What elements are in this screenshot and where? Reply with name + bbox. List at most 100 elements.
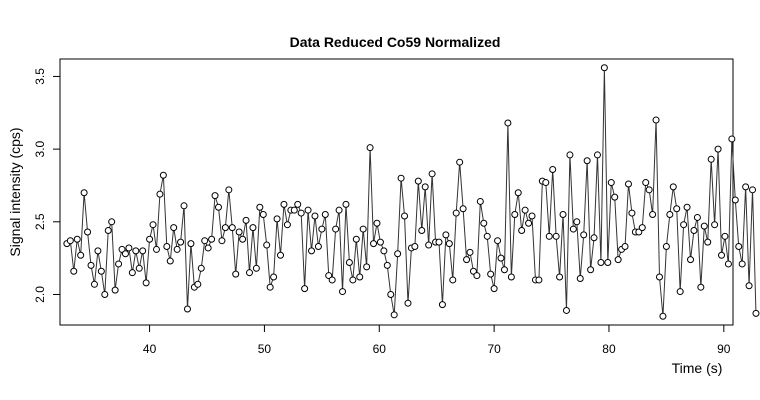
x-axis: 40 50 60 70 80 90	[143, 324, 731, 356]
data-point	[294, 200, 302, 208]
data-point	[576, 274, 584, 282]
x-tick-label: 70	[487, 342, 501, 356]
data-point	[428, 170, 436, 178]
data-point	[163, 243, 171, 251]
data-point	[459, 205, 467, 213]
data-point	[266, 283, 274, 291]
data-point	[180, 202, 188, 210]
data-point	[749, 186, 757, 194]
chart-title: Data Reduced Co59 Normalized	[290, 34, 501, 50]
data-point	[225, 186, 233, 194]
data-point	[170, 224, 178, 232]
data-point	[73, 235, 81, 243]
data-point	[562, 306, 570, 314]
data-point	[183, 305, 191, 313]
data-point	[159, 171, 167, 179]
data-point	[218, 237, 226, 245]
data-point	[214, 203, 222, 211]
data-point	[94, 247, 102, 255]
data-point	[507, 273, 515, 281]
data-point	[473, 272, 481, 280]
data-point	[490, 285, 498, 293]
data-point	[687, 256, 695, 264]
data-point	[518, 227, 526, 235]
data-point	[649, 211, 657, 219]
y-axis: 2.0 2.5 3.0 3.5	[33, 68, 61, 303]
data-point	[714, 145, 722, 153]
data-point	[273, 215, 281, 223]
data-point	[628, 209, 636, 217]
data-point	[597, 259, 605, 266]
data-point	[383, 261, 391, 269]
data-point	[456, 158, 464, 166]
data-point	[449, 276, 457, 284]
data-point	[194, 280, 202, 288]
data-point	[149, 221, 157, 229]
data-point	[735, 243, 743, 251]
data-point	[583, 157, 591, 165]
data-point	[87, 261, 95, 269]
y-tick-label: 3.5	[33, 68, 47, 85]
data-point	[659, 312, 667, 320]
data-point	[252, 264, 260, 272]
data-point	[228, 224, 236, 232]
data-point	[549, 165, 557, 173]
data-point	[277, 251, 285, 259]
data-point	[156, 190, 164, 198]
data-point	[345, 259, 353, 266]
data-point	[308, 247, 316, 255]
data-point	[528, 212, 536, 220]
data-point	[731, 196, 739, 204]
data-point	[418, 227, 426, 235]
data-point	[438, 301, 446, 309]
data-point	[738, 260, 746, 268]
x-tick-label: 90	[717, 342, 731, 356]
data-point	[232, 270, 240, 278]
data-point	[376, 238, 384, 246]
data-point	[84, 228, 92, 236]
data-point	[542, 179, 550, 187]
data-point	[197, 264, 205, 272]
data-point	[256, 203, 264, 211]
data-point	[90, 280, 98, 288]
data-point	[342, 200, 350, 208]
data-point	[611, 193, 619, 201]
data-point	[235, 228, 243, 236]
data-point	[662, 243, 670, 251]
data-point	[352, 235, 360, 243]
data-point	[283, 221, 291, 229]
data-point	[411, 243, 419, 251]
data-point	[249, 224, 257, 232]
data-point	[108, 218, 116, 226]
data-point	[638, 224, 646, 232]
data-point	[404, 299, 412, 307]
data-point	[642, 179, 650, 187]
data-point	[621, 243, 629, 251]
data-point	[128, 269, 136, 277]
data-point	[77, 251, 85, 259]
data-point	[263, 241, 271, 249]
data-point	[201, 237, 209, 245]
x-tick-label: 40	[143, 342, 157, 356]
data-point	[463, 256, 471, 264]
data-point	[514, 189, 522, 197]
data-point	[66, 237, 74, 245]
data-point	[587, 266, 595, 274]
data-point	[545, 232, 553, 240]
data-point	[146, 235, 154, 243]
data-point	[504, 119, 512, 127]
data-point	[442, 231, 450, 239]
data-point	[707, 155, 715, 163]
data-point	[690, 227, 698, 235]
data-point	[401, 212, 409, 220]
data-point	[466, 248, 474, 256]
data-point	[669, 183, 677, 191]
y-tick-label: 2.0	[33, 286, 47, 303]
data-point	[742, 183, 750, 191]
data-point	[397, 174, 405, 182]
data-point	[693, 213, 701, 221]
data-point	[321, 211, 329, 219]
data-points	[63, 64, 760, 320]
data-point	[580, 231, 588, 239]
data-point	[101, 290, 109, 298]
